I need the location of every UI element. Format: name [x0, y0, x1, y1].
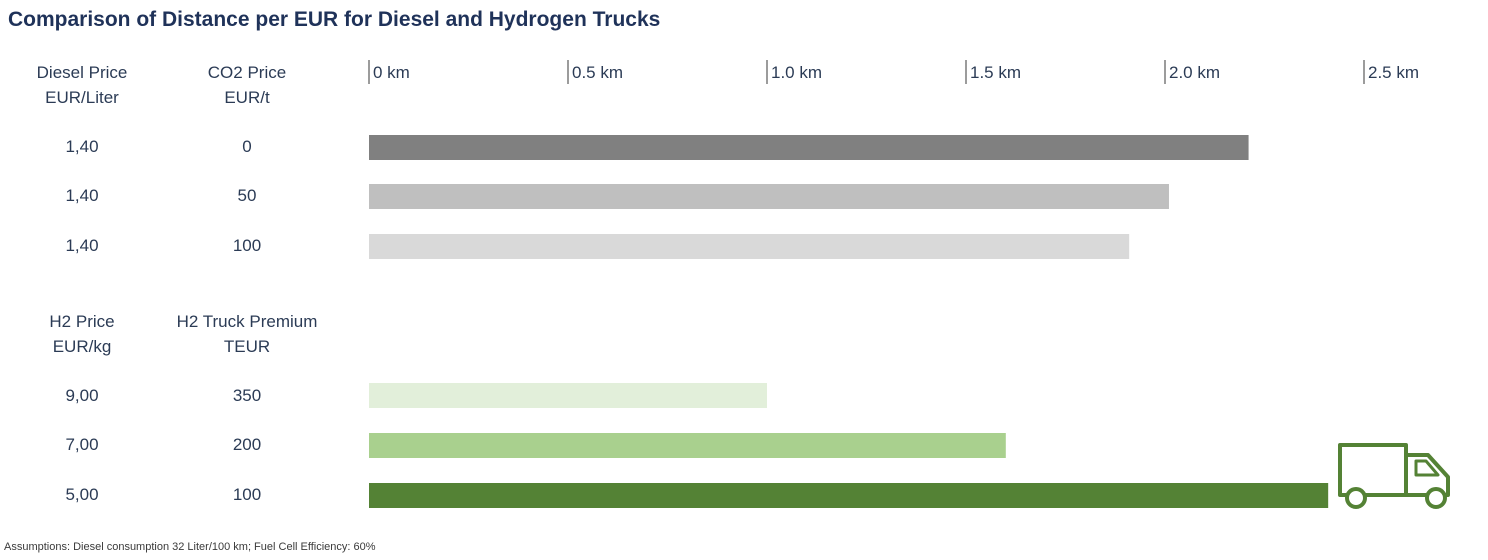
x-tick-label: 0.5 km: [572, 63, 623, 82]
diesel-row-2-co2: 50: [237, 186, 257, 205]
h2-price-header: H2 Price EUR/kg: [22, 309, 142, 359]
h2-row-1-premium: 350: [232, 386, 262, 405]
x-tick-label: 2.5 km: [1368, 63, 1419, 82]
hydrogen-bar-3: [369, 483, 1329, 508]
x-tick-label: 1.5 km: [970, 63, 1021, 82]
x-tick-label: 1.0 km: [771, 63, 822, 82]
co2-price-header: CO2 Price EUR/t: [187, 60, 307, 110]
diesel-price-header-line1: Diesel Price: [36, 63, 128, 82]
diesel-row-1-co2: 0: [242, 137, 252, 156]
h2-row-2-price: 7,00: [65, 435, 99, 454]
diesel-price-header: Diesel Price EUR/Liter: [22, 60, 142, 110]
h2-row-3-premium: 100: [232, 485, 262, 504]
x-tick-label: 2.0 km: [1169, 63, 1220, 82]
diesel-row-3-co2: 100: [232, 236, 262, 255]
diesel-bar-1: [369, 135, 1249, 160]
diesel-price-header-line2: EUR/Liter: [45, 88, 119, 107]
diesel-bar-3: [369, 234, 1130, 259]
diesel-row-2-price: 1,40: [65, 186, 99, 205]
chart-title: Comparison of Distance per EUR for Diese…: [8, 8, 661, 31]
h2-row-3-price: 5,00: [65, 485, 99, 504]
truck-icon: [1338, 443, 1450, 509]
diesel-row-3-price: 1,40: [65, 236, 99, 255]
h2-truck-premium-header-line2: TEUR: [223, 337, 271, 356]
h2-row-2-premium: 200: [232, 435, 262, 454]
diesel-row-1-price: 1,40: [65, 137, 99, 156]
h2-truck-premium-header-line1: H2 Truck Premium: [176, 312, 318, 331]
h2-truck-premium-header: H2 Truck Premium TEUR: [157, 309, 337, 359]
assumptions-footnote: Assumptions: Diesel consumption 32 Liter…: [4, 541, 376, 553]
h2-row-1-price: 9,00: [65, 386, 99, 405]
co2-price-header-line2: EUR/t: [224, 88, 270, 107]
diesel-bar-2: [369, 184, 1169, 209]
h2-price-header-line2: EUR/kg: [52, 337, 112, 356]
co2-price-header-line1: CO2 Price: [207, 63, 287, 82]
hydrogen-bar-2: [369, 433, 1006, 458]
h2-price-header-line1: H2 Price: [49, 312, 115, 331]
x-tick-label: 0 km: [373, 63, 410, 82]
hydrogen-bar-1: [369, 383, 767, 408]
